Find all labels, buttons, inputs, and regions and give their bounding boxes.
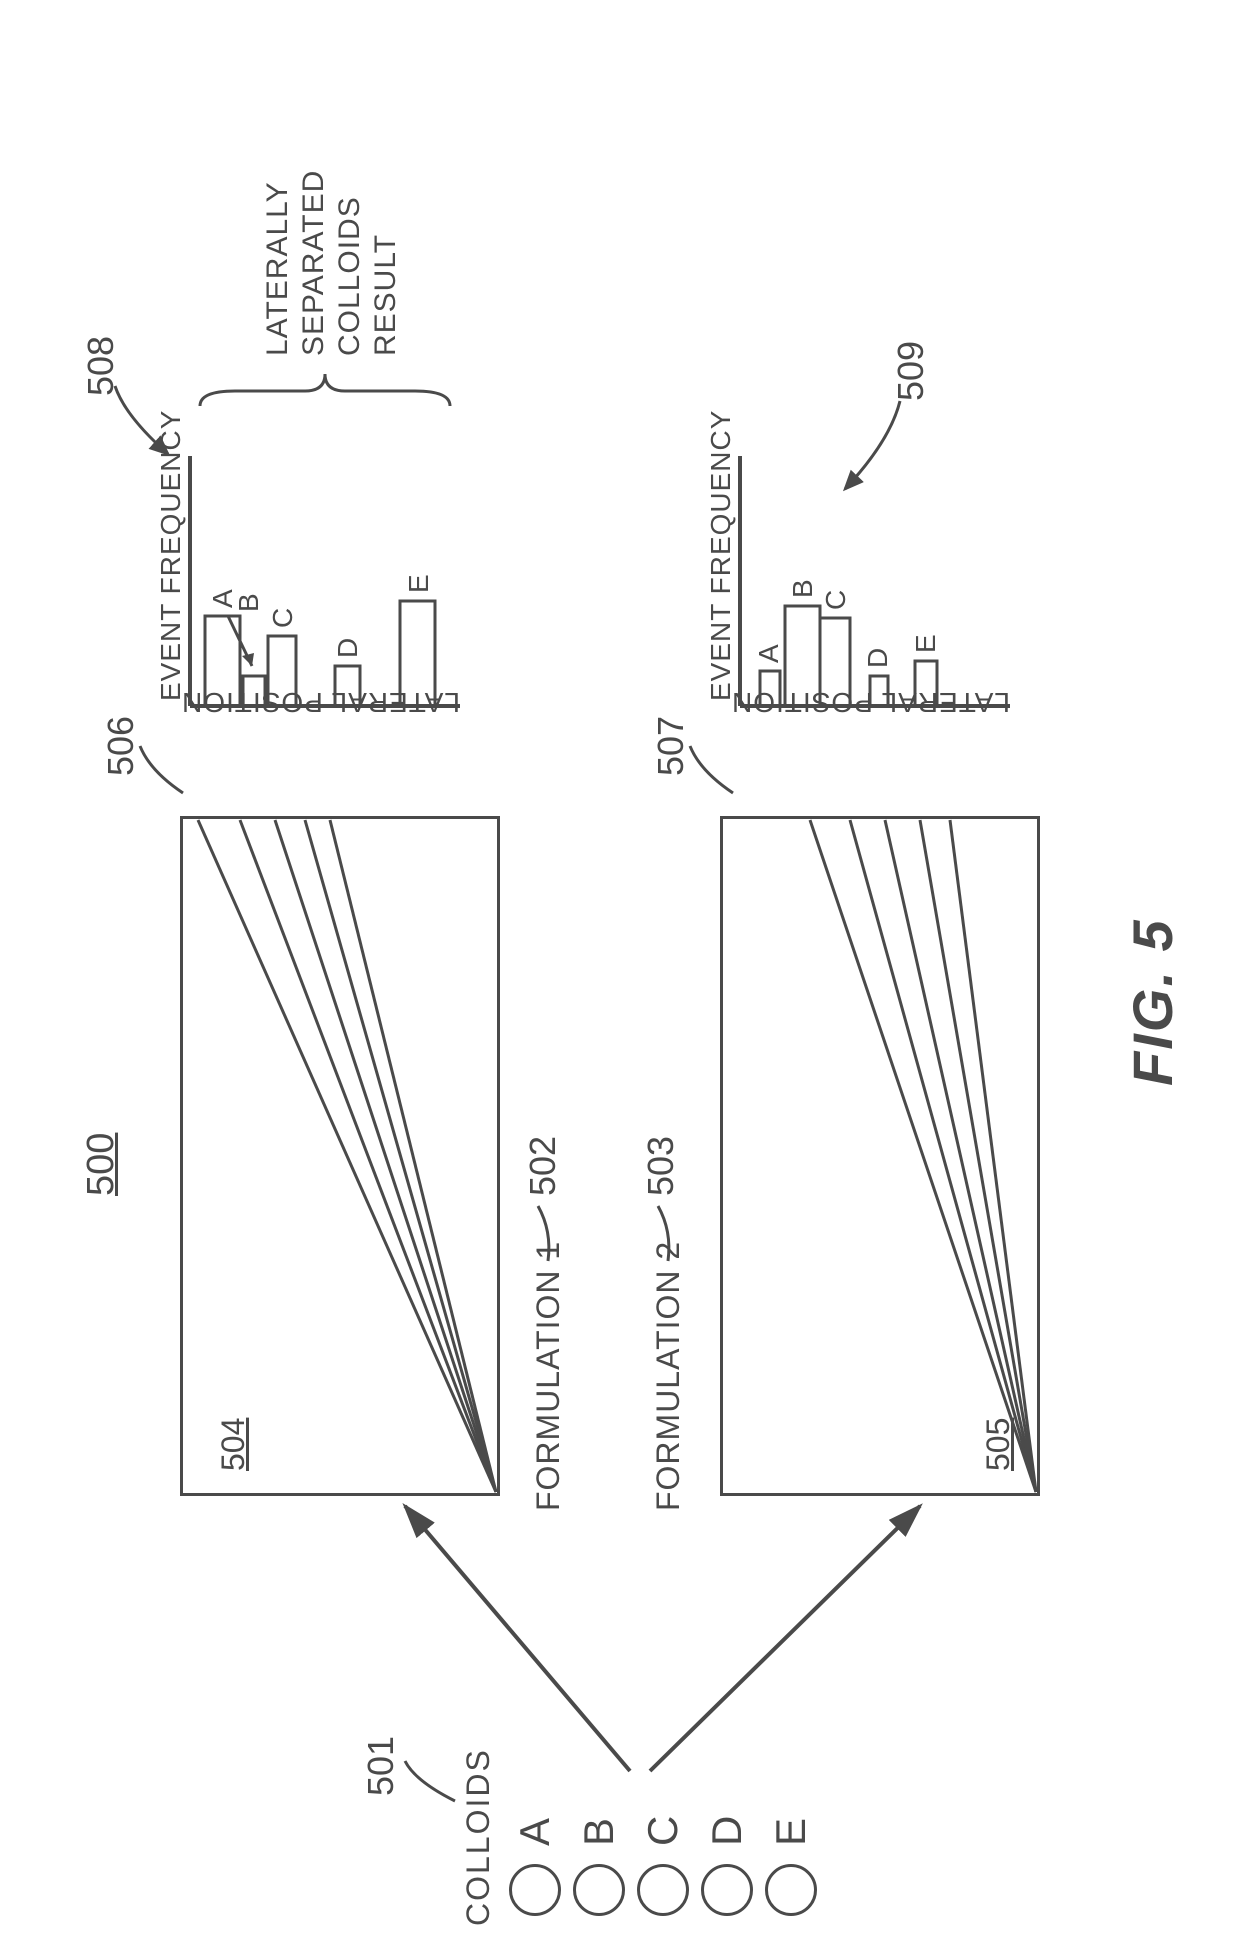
svg-text:E: E <box>910 634 941 653</box>
colloid-circle-icon <box>701 1864 753 1916</box>
svg-text:A: A <box>753 644 784 663</box>
chart-1-y-axis-label: LATERAL POSITION <box>181 686 460 718</box>
arrow-to-formulation2-icon <box>640 1481 940 1781</box>
leader-507-icon <box>685 731 740 801</box>
ref-502: 502 <box>522 1136 564 1196</box>
chart-2-x-axis-label: EVENT FREQUENCY <box>705 410 737 701</box>
svg-text:B: B <box>233 593 264 612</box>
leader-508-icon <box>110 376 180 466</box>
device-2 <box>720 816 1040 1496</box>
result-line-2: SEPARATED <box>296 170 332 356</box>
leader-502-icon <box>530 1196 560 1266</box>
result-line-4: RESULT <box>368 170 404 356</box>
formulation-1-label: FORMULATION 1 <box>530 1241 567 1511</box>
svg-text:B: B <box>787 579 818 598</box>
colloid-circle-icon <box>509 1864 561 1916</box>
result-line-1: LATERALLY <box>260 170 296 356</box>
brace-icon <box>195 366 455 416</box>
chart-2-y-axis-label: LATERAL POSITION <box>731 686 1010 718</box>
colloid-label: B <box>575 1818 623 1846</box>
formulation-2-label: FORMULATION 2 <box>650 1241 687 1511</box>
colloid-label: C <box>639 1816 687 1846</box>
result-line-3: COLLOIDS <box>332 170 368 356</box>
svg-text:D: D <box>862 648 893 668</box>
leader-503-icon <box>650 1196 680 1266</box>
svg-text:D: D <box>332 638 363 658</box>
svg-text:C: C <box>267 608 298 628</box>
device-1 <box>180 816 500 1496</box>
colloid-label: A <box>511 1818 559 1846</box>
leader-509-icon <box>835 391 915 501</box>
colloid-circle-icon <box>573 1864 625 1916</box>
result-annotation: LATERALLY SEPARATED COLLOIDS RESULT <box>260 170 404 356</box>
device-1-ref: 504 <box>215 1418 252 1471</box>
colloid-circle-icon <box>637 1864 689 1916</box>
colloid-label: D <box>703 1816 751 1846</box>
svg-text:C: C <box>820 590 851 610</box>
leader-506-icon <box>135 731 190 801</box>
chart-1: A B C D E LATERAL POSITION EVENT FREQUEN… <box>170 416 500 756</box>
device-2-ref: 505 <box>980 1418 1017 1471</box>
figure-canvas: 500 COLLOIDS A B C D E 501 <box>0 0 1240 1956</box>
ref-503: 503 <box>640 1136 682 1196</box>
colloid-circle-icon <box>765 1864 817 1916</box>
arrow-to-formulation1-icon <box>390 1481 640 1781</box>
colloid-label: E <box>767 1818 815 1846</box>
figure-number: 500 <box>80 1133 123 1196</box>
figure-caption: FIG. 5 <box>1120 918 1185 1086</box>
svg-text:E: E <box>403 574 434 593</box>
